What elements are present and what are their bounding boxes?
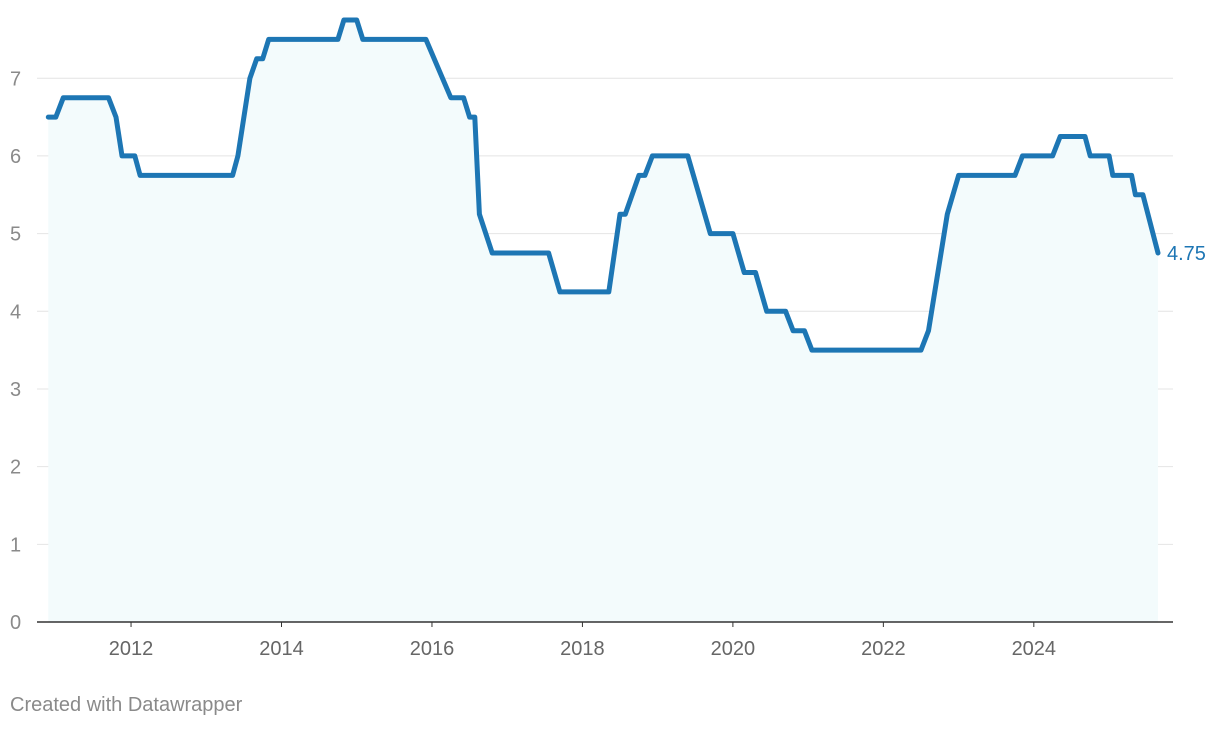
y-tick-label: 7 <box>10 68 21 90</box>
x-tick-label: 2012 <box>109 638 154 660</box>
y-axis-tick-labels: 0 1 2 3 4 5 6 7 <box>10 68 21 634</box>
series-area-fill <box>48 20 1158 622</box>
x-tick-label: 2014 <box>259 638 304 660</box>
x-tick-label: 2022 <box>861 638 906 660</box>
y-tick-label: 2 <box>10 457 21 479</box>
last-value-label: 4.75 <box>1167 243 1206 265</box>
y-tick-label: 0 <box>10 612 21 634</box>
y-tick-label: 1 <box>10 534 21 556</box>
y-tick-label: 6 <box>10 146 21 168</box>
x-tick-label: 2018 <box>560 638 605 660</box>
y-tick-label: 4 <box>10 301 21 323</box>
line-chart: 0 1 2 3 4 5 6 7 2012 2014 2016 2018 2020 2022 2024 4.… <box>10 17 1206 660</box>
datawrapper-credit: Created with Datawrapper <box>10 694 243 716</box>
x-tick-label: 2024 <box>1012 638 1057 660</box>
y-tick-label: 3 <box>10 379 21 401</box>
series-line <box>45 17 1161 353</box>
x-tick-label: 2016 <box>410 638 455 660</box>
y-tick-label: 5 <box>10 224 21 246</box>
x-axis-ticks: 2012 2014 2016 2018 2020 2022 2024 <box>109 622 1056 660</box>
x-tick-label: 2020 <box>711 638 756 660</box>
